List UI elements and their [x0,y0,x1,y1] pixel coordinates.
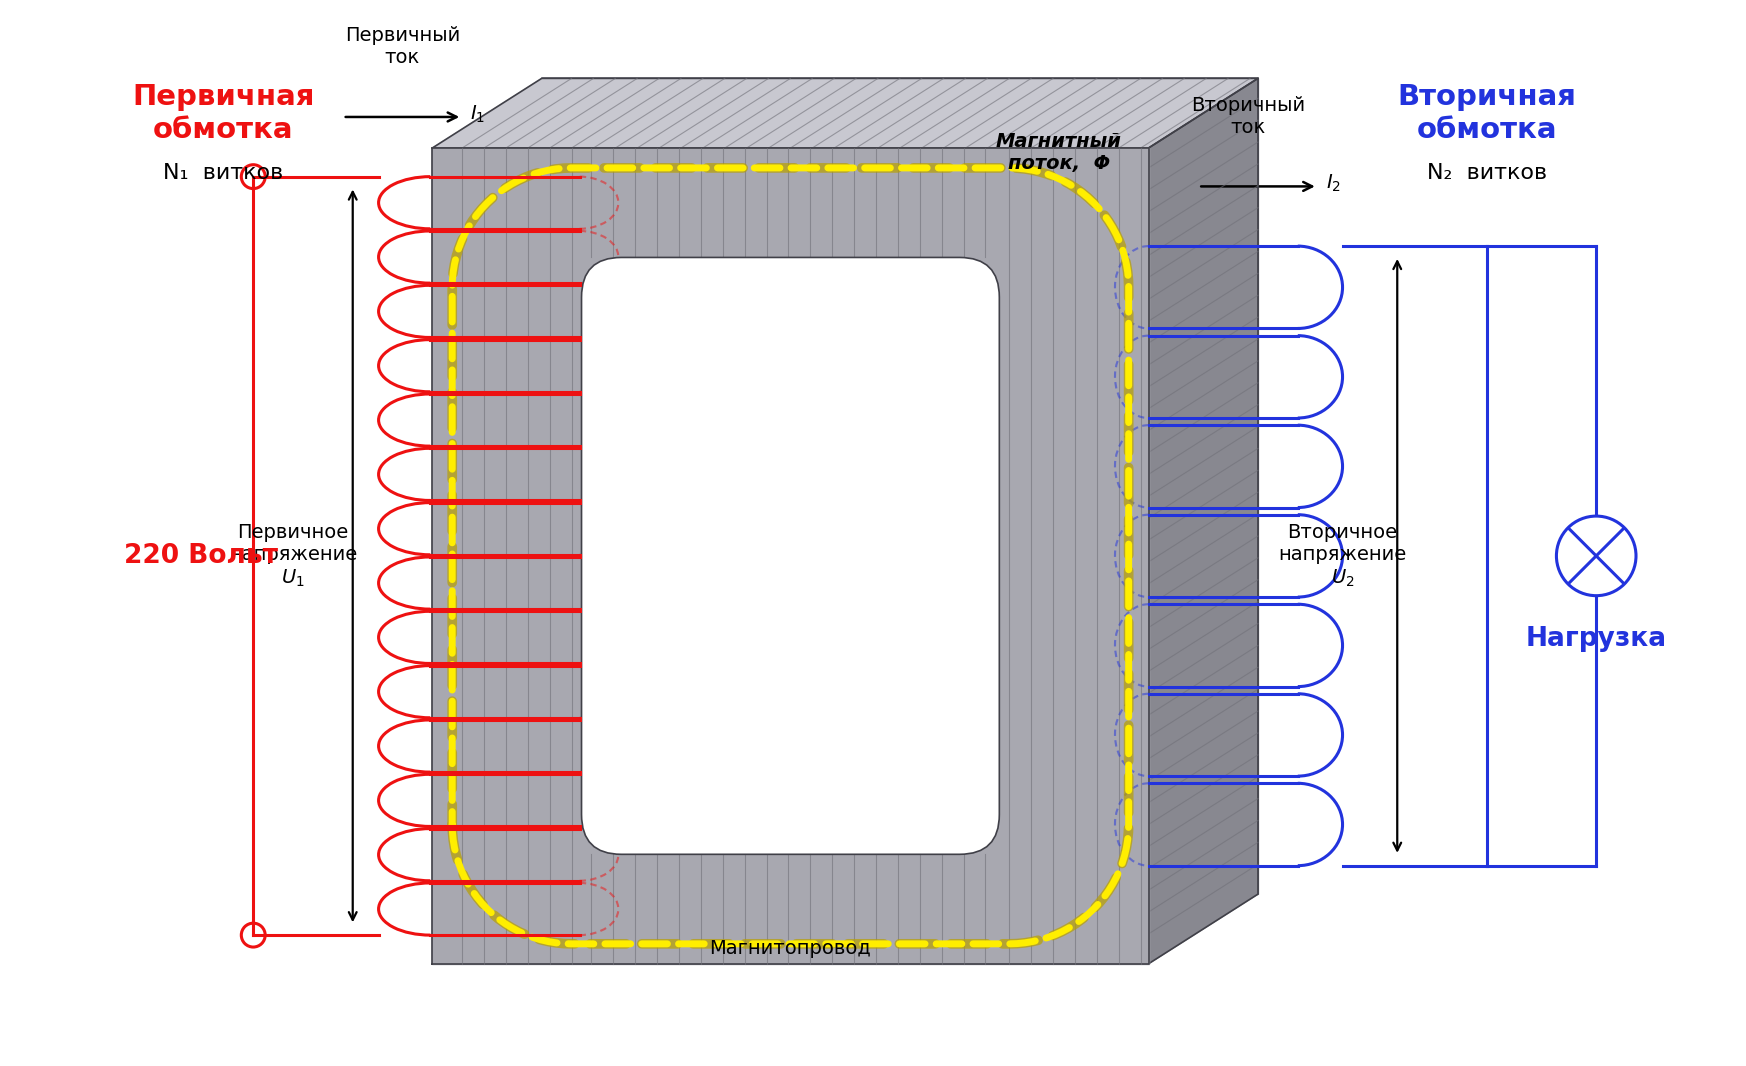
Polygon shape [433,79,1257,148]
Text: Первичный
ток: Первичный ток [346,27,461,67]
Text: Вторичный
ток: Вторичный ток [1191,96,1304,136]
Polygon shape [541,79,1257,894]
Polygon shape [1149,79,1257,964]
Text: Нагрузка: Нагрузка [1526,626,1667,651]
Text: Магнитный
поток,  Φ: Магнитный поток, Φ [995,132,1123,173]
Polygon shape [999,228,1109,814]
Text: Магнитопровод: Магнитопровод [709,939,871,958]
Text: Вторичное
напряжение
$U_2$: Вторичное напряжение $U_2$ [1278,523,1407,588]
Text: $I_2$: $I_2$ [1325,173,1341,194]
Polygon shape [581,228,1109,297]
Text: $I_1$: $I_1$ [470,103,485,125]
Polygon shape [691,228,1109,745]
Text: N₂  витков: N₂ витков [1426,163,1547,183]
Polygon shape [433,148,1149,964]
Text: 220 Вольт: 220 Вольт [124,543,278,569]
Text: Вторичная
обмотка: Вторичная обмотка [1397,83,1577,144]
Text: Первичная
обмотка: Первичная обмотка [133,83,314,144]
Text: Первичное
напряжение
$U_1$: Первичное напряжение $U_1$ [229,523,358,588]
FancyBboxPatch shape [581,258,999,854]
Text: N₁  витков: N₁ витков [164,163,283,183]
